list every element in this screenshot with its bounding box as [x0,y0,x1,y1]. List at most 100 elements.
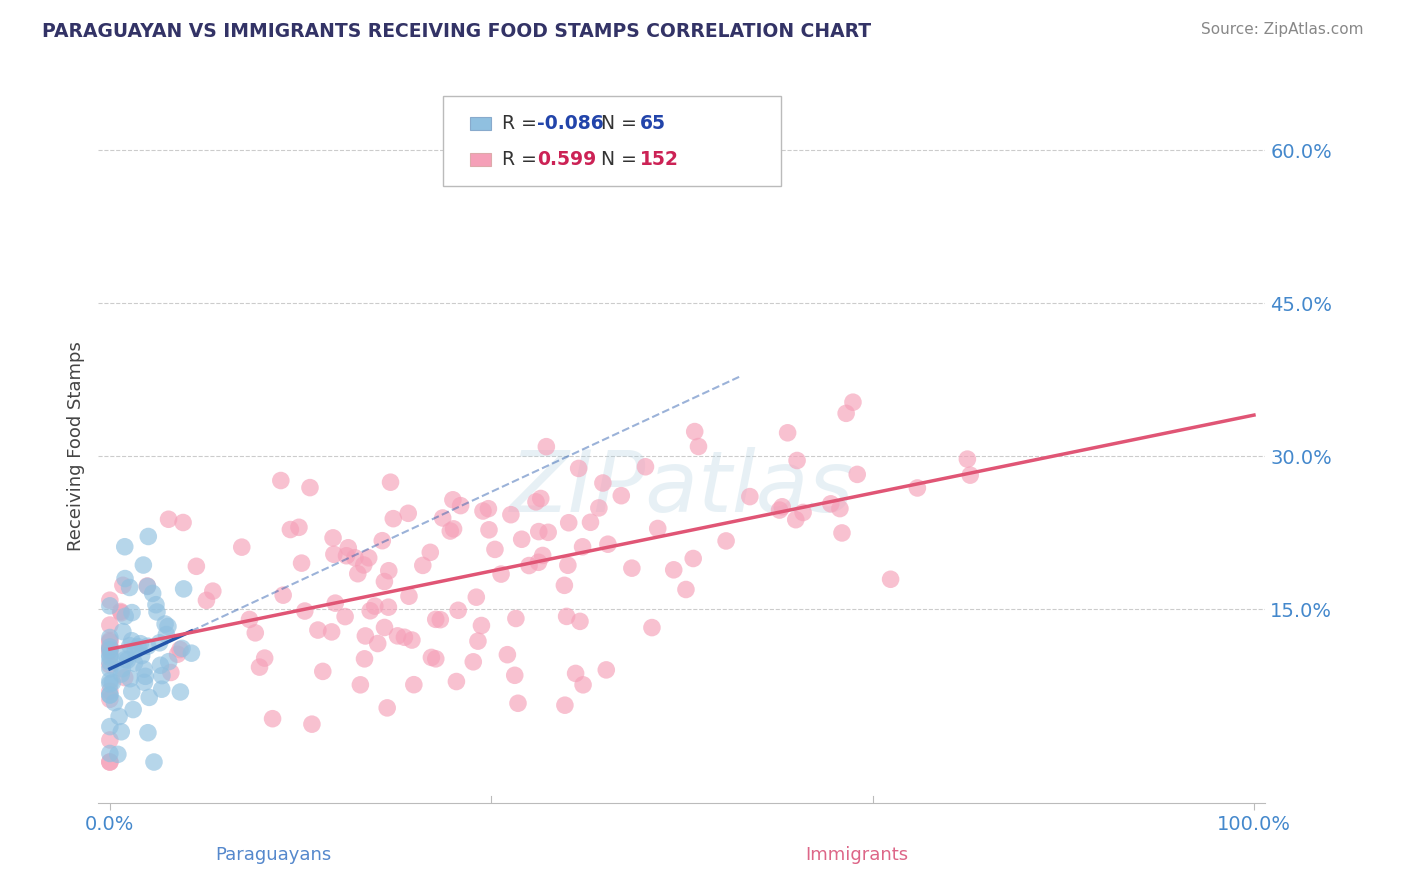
Point [134,675,156,690]
Point [98,642,121,657]
Point [569,615,592,629]
Point [157,655,180,669]
Point [134,669,156,683]
Point [662,563,685,577]
Point [98,673,121,688]
Point [98,648,121,663]
Point [402,678,425,692]
Point [262,712,284,726]
Point [153,617,176,632]
Point [110,667,132,681]
Point [169,642,191,657]
Point [412,558,434,573]
Point [321,624,343,639]
Point [568,461,591,475]
Point [536,440,558,454]
Point [335,549,357,563]
Point [114,647,136,661]
Point [127,640,149,654]
Point [447,603,470,617]
Point [333,609,356,624]
Point [517,558,540,573]
Point [98,692,121,706]
Point [132,662,155,676]
Point [249,660,271,674]
Point [378,564,401,578]
Point [110,606,132,620]
Point [531,549,554,563]
Point [683,425,706,439]
Point [959,468,981,483]
Point [387,629,409,643]
Point [118,639,141,653]
Point [290,556,312,570]
Point [98,618,121,632]
Point [98,747,121,761]
Point [470,618,492,632]
Point [124,656,146,670]
Point [373,620,395,634]
FancyBboxPatch shape [443,96,782,186]
Point [484,542,506,557]
Point [322,547,344,561]
Point [394,630,416,644]
Point [136,579,159,593]
Point [98,599,121,613]
Point [98,720,121,734]
Point [588,500,610,515]
Text: Paraguayans: Paraguayans [215,846,332,863]
Point [377,600,399,615]
Point [180,646,202,660]
Point [149,658,172,673]
Text: PARAGUAYAN VS IMMIGRANTS RECEIVING FOOD STAMPS CORRELATION CHART: PARAGUAYAN VS IMMIGRANTS RECEIVING FOOD … [42,22,872,41]
Point [98,662,121,676]
Point [477,501,499,516]
Point [634,459,657,474]
Point [343,550,366,565]
Point [98,677,121,691]
Point [557,558,579,573]
Point [98,640,121,654]
Point [349,678,371,692]
Point [156,619,179,633]
Point [956,452,979,467]
Point [280,523,302,537]
Point [307,623,329,637]
Point [688,440,710,454]
Point [401,633,423,648]
Point [111,624,134,639]
Point [503,668,526,682]
Point [122,702,145,716]
Point [396,506,419,520]
Point [145,598,167,612]
Point [294,604,316,618]
Point [835,406,858,420]
Point [245,625,267,640]
Point [596,537,619,551]
Point [98,640,121,654]
Point [146,605,169,619]
Point [98,755,121,769]
Point [595,663,617,677]
Point [429,613,451,627]
Point [785,513,807,527]
Point [117,653,139,667]
Point [155,627,177,641]
Point [172,516,194,530]
Point [373,574,395,589]
Text: N =: N = [602,150,644,169]
Point [322,531,344,545]
Point [879,572,901,586]
Point [114,671,136,685]
Point [564,666,586,681]
Point [98,733,121,747]
Point [831,525,853,540]
Point [136,529,159,543]
Point [157,512,180,526]
Point [186,559,208,574]
Point [118,581,141,595]
Point [110,724,132,739]
Point [792,506,814,520]
Point [768,503,790,517]
Point [323,596,346,610]
